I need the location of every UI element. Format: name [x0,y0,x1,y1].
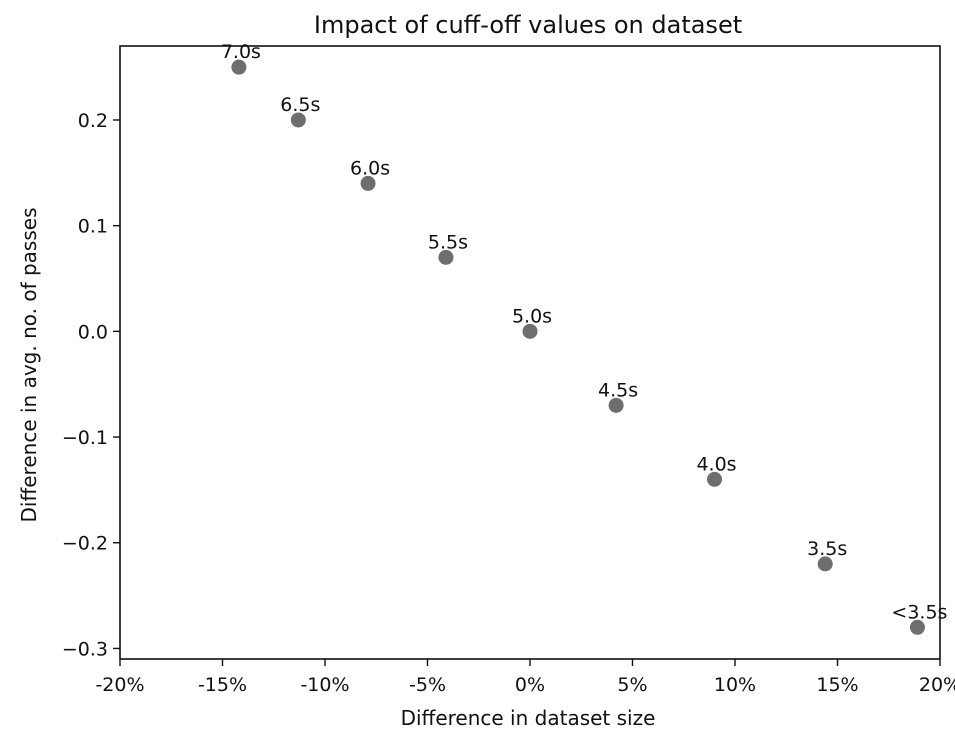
x-tick-label: 10% [714,674,756,696]
data-point-label: 5.5s [428,231,468,253]
y-axis-label: Difference in avg. no. of passes [17,208,41,523]
data-point-label: 6.0s [350,157,390,179]
chart-title: Impact of cuff-off values on dataset [314,11,742,39]
data-point-label: <3.5s [891,601,947,623]
x-tick-label: 20% [919,674,955,696]
x-tick-label: 15% [816,674,858,696]
data-point-label: 7.0s [221,41,261,63]
data-point [290,112,306,128]
data-point-label: 5.0s [512,305,552,327]
x-tick-label: -10% [300,674,349,696]
y-tick-label: −0.1 [62,427,108,449]
data-point [817,556,833,572]
data-point-label: 3.5s [807,538,847,560]
data-point [522,323,538,339]
plot-area: -20% -15% -10% -5% 0% 5% 10% 15% 20% 0.2 0.1 0.0 −0.… [62,41,955,696]
y-tick-label: 0.2 [78,110,108,132]
x-tick-label: 0% [515,674,545,696]
data-point [231,59,247,75]
data-point-label: 6.5s [280,94,320,116]
y-tick-label: −0.3 [62,638,108,660]
x-axis-label: Difference in dataset size [401,706,656,729]
y-tick-label: 0.1 [78,216,108,238]
data-point-label: 4.0s [696,453,736,475]
data-point [360,175,376,191]
y-tick-label: −0.2 [62,533,108,555]
plot-frame [119,45,941,660]
x-tick-label: -20% [95,674,144,696]
x-tick-label: -15% [198,674,247,696]
data-point [438,249,454,265]
data-point [909,619,925,635]
data-point [608,397,624,413]
data-point [707,471,722,487]
x-tick-label: 5% [617,674,647,696]
x-tick-label: -5% [409,674,446,696]
y-tick-label: 0.0 [78,321,108,343]
data-point-label: 4.5s [598,379,638,401]
